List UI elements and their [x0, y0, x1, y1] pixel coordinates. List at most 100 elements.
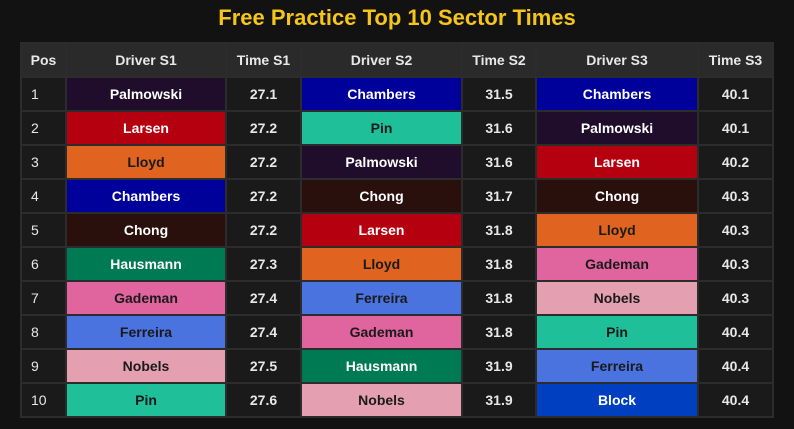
driver-s3-cell: Block	[536, 383, 698, 417]
driver-name: Chambers	[302, 78, 461, 110]
time-s3-cell: 40.2	[698, 145, 773, 179]
driver-s2-cell: Nobels	[301, 383, 462, 417]
driver-name: Palmowski	[537, 112, 697, 144]
table-row: 10 Pin 27.6 Nobels 31.9 Block 40.4	[21, 383, 773, 417]
column-header-pos: Pos	[21, 43, 66, 77]
position-cell: 9	[21, 349, 66, 383]
driver-name: Gademan	[67, 282, 225, 314]
time-s2-cell: 31.7	[462, 179, 536, 213]
time-s2-cell: 31.9	[462, 349, 536, 383]
table-row: 7 Gademan 27.4 Ferreira 31.8 Nobels 40.3	[21, 281, 773, 315]
driver-name: Larsen	[67, 112, 225, 144]
time-s3-cell: 40.3	[698, 247, 773, 281]
position-cell: 7	[21, 281, 66, 315]
time-s2-cell: 31.6	[462, 145, 536, 179]
driver-name: Larsen	[537, 146, 697, 178]
time-s1-cell: 27.3	[226, 247, 301, 281]
driver-s3-cell: Ferreira	[536, 349, 698, 383]
table-row: 6 Hausmann 27.3 Lloyd 31.8 Gademan 40.3	[21, 247, 773, 281]
driver-s2-cell: Pin	[301, 111, 462, 145]
position-cell: 5	[21, 213, 66, 247]
sector-times-table: Pos Driver S1 Time S1 Driver S2 Time S2 …	[20, 42, 774, 418]
driver-s2-cell: Hausmann	[301, 349, 462, 383]
driver-s2-cell: Chambers	[301, 77, 462, 111]
time-s3-cell: 40.3	[698, 179, 773, 213]
driver-name: Chambers	[67, 180, 225, 212]
time-s2-cell: 31.8	[462, 315, 536, 349]
driver-s3-cell: Nobels	[536, 281, 698, 315]
position-cell: 8	[21, 315, 66, 349]
position-cell: 2	[21, 111, 66, 145]
time-s1-cell: 27.1	[226, 77, 301, 111]
driver-s2-cell: Gademan	[301, 315, 462, 349]
driver-name: Hausmann	[302, 350, 461, 382]
driver-s3-cell: Larsen	[536, 145, 698, 179]
time-s1-cell: 27.2	[226, 145, 301, 179]
driver-s3-cell: Pin	[536, 315, 698, 349]
time-s2-cell: 31.8	[462, 213, 536, 247]
driver-s2-cell: Larsen	[301, 213, 462, 247]
driver-s1-cell: Pin	[66, 383, 226, 417]
driver-name: Lloyd	[67, 146, 225, 178]
driver-name: Larsen	[302, 214, 461, 246]
driver-name: Chong	[67, 214, 225, 246]
time-s3-cell: 40.4	[698, 315, 773, 349]
time-s1-cell: 27.2	[226, 213, 301, 247]
time-s1-cell: 27.5	[226, 349, 301, 383]
position-cell: 6	[21, 247, 66, 281]
driver-name: Nobels	[302, 384, 461, 416]
driver-name: Chong	[537, 180, 697, 212]
driver-name: Pin	[537, 316, 697, 348]
time-s1-cell: 27.6	[226, 383, 301, 417]
driver-name: Pin	[302, 112, 461, 144]
driver-s3-cell: Chong	[536, 179, 698, 213]
column-header-driver-s2: Driver S2	[301, 43, 462, 77]
page-title: Free Practice Top 10 Sector Times	[218, 5, 576, 30]
time-s1-cell: 27.4	[226, 281, 301, 315]
driver-s2-cell: Palmowski	[301, 145, 462, 179]
time-s2-cell: 31.5	[462, 77, 536, 111]
time-s3-cell: 40.1	[698, 77, 773, 111]
time-s1-cell: 27.2	[226, 179, 301, 213]
driver-name: Pin	[67, 384, 225, 416]
time-s2-cell: 31.6	[462, 111, 536, 145]
driver-name: Palmowski	[302, 146, 461, 178]
table-row: 9 Nobels 27.5 Hausmann 31.9 Ferreira 40.4	[21, 349, 773, 383]
table-row: 8 Ferreira 27.4 Gademan 31.8 Pin 40.4	[21, 315, 773, 349]
driver-name: Ferreira	[302, 282, 461, 314]
column-header-time-s2: Time S2	[462, 43, 536, 77]
driver-name: Ferreira	[67, 316, 225, 348]
driver-name: Lloyd	[302, 248, 461, 280]
column-header-driver-s1: Driver S1	[66, 43, 226, 77]
table-row: 1 Palmowski 27.1 Chambers 31.5 Chambers 40.1	[21, 77, 773, 111]
driver-s3-cell: Chambers	[536, 77, 698, 111]
driver-s3-cell: Palmowski	[536, 111, 698, 145]
driver-name: Nobels	[537, 282, 697, 314]
position-cell: 4	[21, 179, 66, 213]
time-s1-cell: 27.4	[226, 315, 301, 349]
driver-s1-cell: Ferreira	[66, 315, 226, 349]
driver-name: Nobels	[67, 350, 225, 382]
time-s3-cell: 40.1	[698, 111, 773, 145]
driver-name: Block	[537, 384, 697, 416]
driver-name: Lloyd	[537, 214, 697, 246]
position-cell: 3	[21, 145, 66, 179]
driver-s3-cell: Lloyd	[536, 213, 698, 247]
driver-s3-cell: Gademan	[536, 247, 698, 281]
column-header-time-s3: Time S3	[698, 43, 773, 77]
column-header-driver-s3: Driver S3	[536, 43, 698, 77]
table-row: 2 Larsen 27.2 Pin 31.6 Palmowski 40.1	[21, 111, 773, 145]
driver-name: Gademan	[537, 248, 697, 280]
driver-s2-cell: Chong	[301, 179, 462, 213]
position-cell: 1	[21, 77, 66, 111]
column-header-time-s1: Time S1	[226, 43, 301, 77]
driver-name: Chong	[302, 180, 461, 212]
driver-name: Hausmann	[67, 248, 225, 280]
table-body: 1 Palmowski 27.1 Chambers 31.5 Chambers 40.1 2 L…	[21, 77, 773, 417]
driver-name: Gademan	[302, 316, 461, 348]
driver-s2-cell: Lloyd	[301, 247, 462, 281]
time-s2-cell: 31.8	[462, 281, 536, 315]
driver-name: Palmowski	[67, 78, 225, 110]
time-s3-cell: 40.3	[698, 213, 773, 247]
table-row: 4 Chambers 27.2 Chong 31.7 Chong 40.3	[21, 179, 773, 213]
